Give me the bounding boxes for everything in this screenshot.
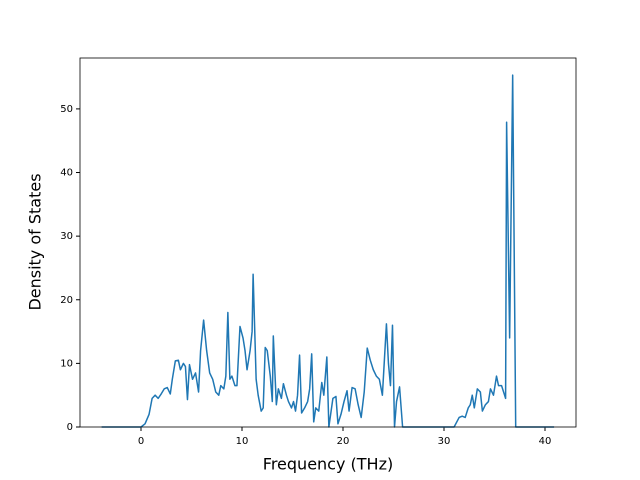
x-tick-label: 20 <box>337 436 350 447</box>
x-tick-label: 30 <box>438 436 451 447</box>
y-tick-label: 30 <box>60 231 73 242</box>
y-tick-label: 50 <box>60 104 73 115</box>
y-tick-label: 20 <box>60 295 73 306</box>
x-axis-title: Frequency (THz) <box>263 455 393 474</box>
y-tick-label: 40 <box>60 168 73 179</box>
x-tick-label: 40 <box>539 436 552 447</box>
y-tick-label: 0 <box>67 422 73 433</box>
x-tick-label: 10 <box>236 436 249 447</box>
data-line <box>101 74 555 428</box>
plot-frame <box>79 57 577 428</box>
x-tick-label: 0 <box>138 436 144 447</box>
y-axis-title: Density of States <box>26 173 45 310</box>
y-tick-label: 10 <box>60 358 73 369</box>
